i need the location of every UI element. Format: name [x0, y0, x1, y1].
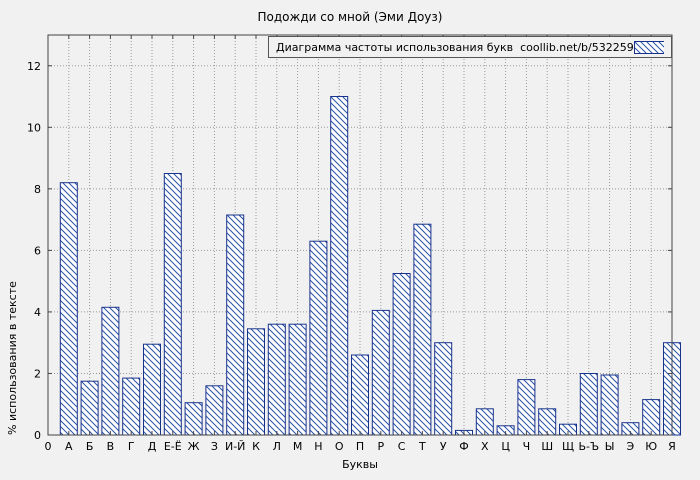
x-tick-label: Щ: [562, 440, 574, 453]
x-tick-label: А: [65, 440, 73, 453]
bar-17: [413, 223, 432, 436]
bar-5: [163, 173, 182, 436]
y-tick-labels: 0 2 4 6 8 10 12: [27, 60, 41, 442]
x-tick-label: В: [107, 440, 115, 453]
x-tick-label: Ж: [188, 440, 200, 453]
x-tick-label: Н: [314, 440, 322, 453]
bar-22: [517, 379, 536, 436]
x-tick-label: С: [398, 440, 406, 453]
x-tick-label: Д: [148, 440, 157, 453]
y-tick-label: 12: [27, 60, 41, 73]
x-tick-label: З: [211, 440, 218, 453]
x-tick-labels: 0 А Б В Г Д Е-Ё Ж З И-Й К Л М Н О П Р С Т У Ф Х Ц Ч Ш Щ Ь-Ъ Ы Э Ю Я: [45, 440, 676, 453]
x-tick-label: Л: [273, 440, 281, 453]
y-tick-label: 6: [34, 244, 41, 257]
legend-label: Диаграмма частоты использования букв coo…: [276, 40, 634, 54]
bar-4: [143, 343, 161, 436]
x-tick-label: Ь-Ъ: [578, 440, 599, 453]
x-tick-label: Р: [377, 440, 384, 453]
x-tick-label: К: [252, 440, 260, 453]
y-tick-label: 4: [34, 306, 41, 319]
bar-9: [247, 328, 265, 436]
bar-14: [351, 354, 369, 436]
x-tick-label: Х: [481, 440, 489, 453]
x-tick-label: Ы: [605, 440, 615, 453]
bars: [59, 96, 681, 436]
x-tick-label: У: [440, 440, 447, 453]
x-tick-label: М: [293, 440, 303, 453]
legend: Диаграмма частоты использования букв coo…: [268, 36, 672, 58]
x-tick-label: Э: [627, 440, 635, 453]
bar-18: [434, 342, 453, 436]
bar-3: [122, 377, 141, 436]
x-axis-label: Буквы: [342, 458, 378, 471]
bar-7: [205, 385, 224, 436]
x-tick-label: Ш: [541, 440, 553, 453]
bar-26: [600, 374, 619, 436]
bar-15: [371, 309, 390, 436]
bar-11: [288, 323, 307, 436]
bar-1: [80, 380, 99, 436]
x-tick-label: Ф: [459, 440, 468, 453]
y-tick-label: 8: [34, 183, 41, 196]
x-tick-label: И-Й: [225, 440, 245, 453]
bar-28: [642, 399, 661, 436]
x-tick-label: Я: [668, 440, 676, 453]
x-tick-label: Е-Ё: [164, 440, 182, 453]
bar-0: [59, 182, 78, 436]
x-tick-label: Ц: [501, 440, 510, 453]
bar-16: [392, 273, 411, 436]
bar-12: [309, 240, 328, 436]
y-tick-label: 0: [34, 429, 41, 442]
y-tick-label: 10: [27, 121, 41, 134]
bar-13: [330, 96, 349, 436]
y-tick-label: 2: [34, 367, 41, 380]
x-tick-label: Ю: [645, 440, 657, 453]
x-tick-label: Б: [86, 440, 94, 453]
x-tick-label: Т: [418, 440, 426, 453]
legend-swatch-icon: [633, 40, 664, 54]
x-tick-label: О: [335, 440, 344, 453]
bar-25: [579, 373, 598, 436]
bar-6: [184, 402, 203, 436]
x-tick-label: Г: [128, 440, 135, 453]
x-tick-label: Ч: [523, 440, 531, 453]
x-tick-label-origin: 0: [45, 440, 52, 453]
x-tick-label: П: [356, 440, 364, 453]
bar-10: [267, 323, 286, 436]
bar-2: [101, 306, 120, 436]
chart-title: Подожди со мной (Эми Доуз): [257, 10, 443, 24]
bar-8: [226, 214, 245, 436]
